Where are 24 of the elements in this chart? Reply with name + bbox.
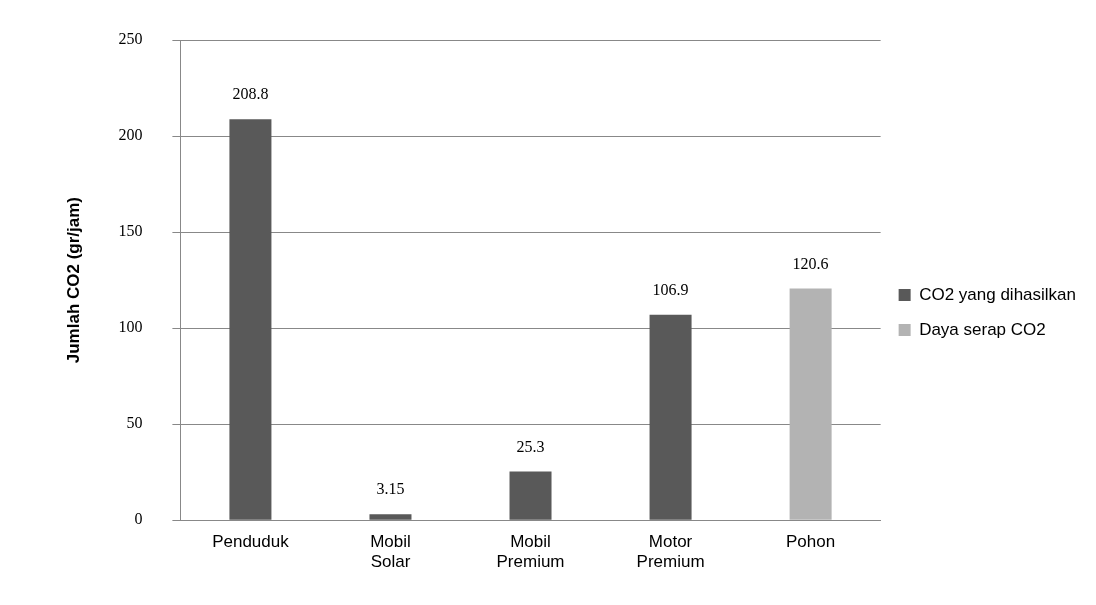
bar xyxy=(509,471,552,520)
data-label: 25.3 xyxy=(516,437,545,455)
x-tick-label: Motor Premium xyxy=(636,532,705,572)
legend-label: CO2 yang dihasilkan xyxy=(919,284,1077,304)
y-axis-title: Jumlah CO2 (gr/jam) xyxy=(63,196,83,364)
data-label: 3.15 xyxy=(376,480,405,498)
y-tick-label: 150 xyxy=(118,222,143,240)
bar xyxy=(789,288,832,520)
data-label: 208.8 xyxy=(232,85,269,103)
bar xyxy=(229,119,272,520)
x-tick-label: Mobil Premium xyxy=(496,532,565,572)
legend-label: Daya serap CO2 xyxy=(919,319,1046,339)
bar xyxy=(369,514,412,520)
x-tick-label: Pohon xyxy=(786,532,836,552)
bar xyxy=(649,314,692,520)
x-tick-label: Mobil Solar xyxy=(370,532,411,572)
y-tick-label: 100 xyxy=(118,318,143,336)
y-tick-label: 200 xyxy=(118,126,143,144)
y-tick-label: 250 xyxy=(118,30,143,48)
y-tick-label: 0 xyxy=(134,510,143,528)
data-label: 106.9 xyxy=(652,281,689,299)
x-tick-label: Penduduk xyxy=(212,532,290,552)
data-label: 120.6 xyxy=(792,254,829,272)
y-tick-label: 50 xyxy=(126,414,143,432)
